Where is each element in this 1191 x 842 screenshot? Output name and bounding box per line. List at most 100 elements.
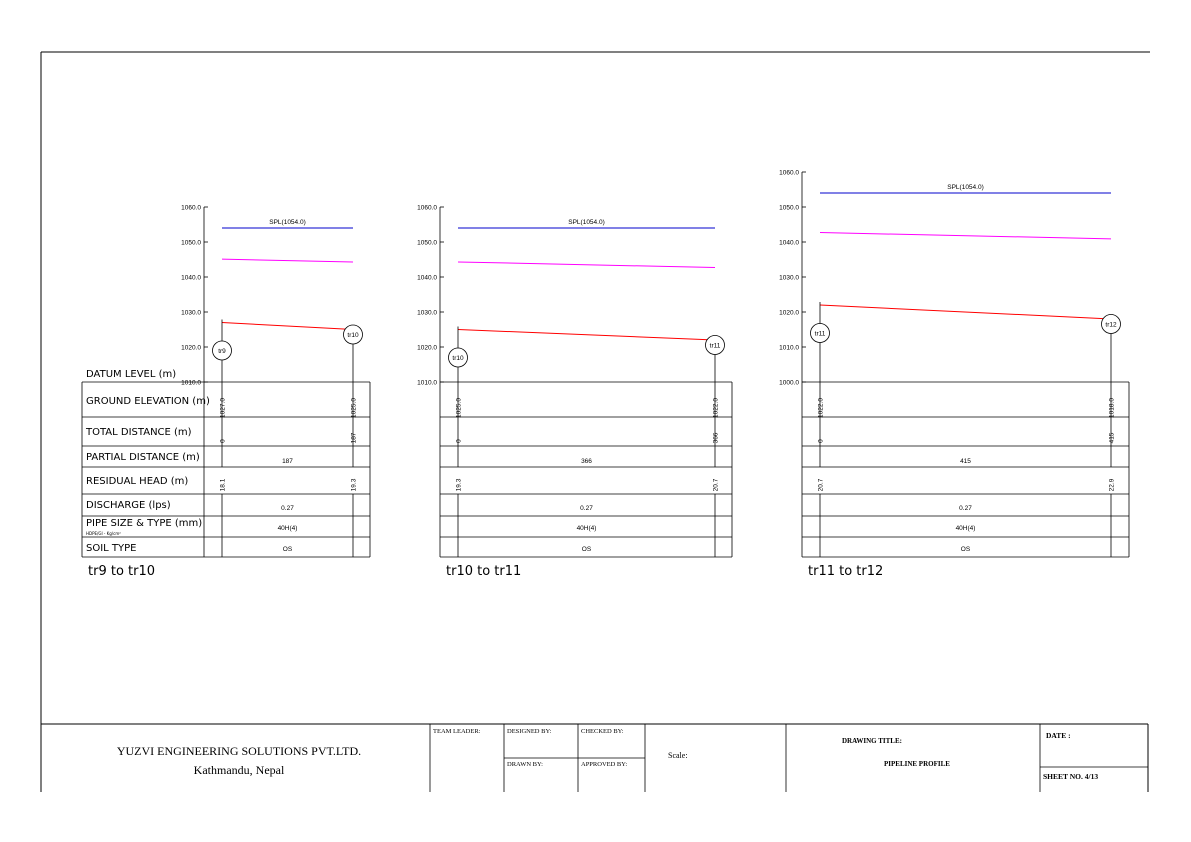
total-distance-value: 0: [220, 439, 227, 443]
checked-by-label: CHECKED BY:: [581, 728, 624, 735]
partial-distance-value: 415: [960, 458, 971, 465]
ground-line: [819, 304, 1112, 320]
spl-label: SPL(1054.0): [947, 184, 984, 191]
hgl-line: [221, 258, 354, 263]
y-tick-label: 1010.0: [779, 344, 799, 351]
y-tick-label: 1050.0: [417, 239, 437, 246]
drawn-by-label: DRAWN BY:: [507, 761, 543, 768]
total-distance-value: 0: [818, 439, 825, 443]
node-marker: [810, 323, 830, 343]
node-label: tr11: [815, 330, 826, 337]
node-marker: [1101, 314, 1121, 334]
residual-head-value: 20.7: [713, 478, 720, 491]
pipe-value: 40H(4): [577, 525, 597, 532]
y-tick-label: 1010.0: [181, 379, 201, 386]
y-tick-label: 1020.0: [181, 344, 201, 351]
soil-value: OS: [283, 546, 293, 553]
row-labels: DATUM LEVEL (m) GROUND ELEVATION (m) TOTAL…: [85, 369, 210, 557]
spl-label: SPL(1054.0): [269, 219, 306, 226]
date-label: DATE :: [1046, 731, 1071, 740]
row-label: SOIL TYPE: [86, 543, 136, 554]
partial-distance-value: 366: [581, 458, 592, 465]
approved-by-label: APPROVED BY:: [581, 761, 627, 768]
node-marker: [705, 335, 725, 355]
total-distance-value: 0: [456, 439, 463, 443]
row-label: GROUND ELEVATION (m): [86, 396, 210, 407]
y-tick-label: 1030.0: [779, 274, 799, 281]
company-name: YUZVI ENGINEERING SOLUTIONS PVT.LTD.: [117, 744, 361, 758]
y-tick-label: 1040.0: [181, 274, 201, 281]
node-label: tr12: [1105, 321, 1117, 328]
y-tick-label: 1020.0: [417, 344, 437, 351]
hgl-line: [457, 261, 716, 269]
residual-head-value: 19.3: [456, 478, 463, 491]
discharge-value: 0.27: [580, 505, 593, 512]
ground-elevation-value: 1027.0: [220, 398, 227, 418]
y-tick-label: 1060.0: [779, 169, 799, 176]
node-marker: [448, 347, 468, 368]
pipe-value: 40H(4): [956, 525, 976, 532]
profiles-group: 1060.0 1050.0 1040.0 1030.0 1020.0 1010.0 SPL(…: [81, 169, 1130, 579]
scale-label: Scale:: [668, 751, 688, 760]
row-label: TOTAL DISTANCE (m): [85, 427, 192, 438]
y-tick-label: 1060.0: [181, 204, 201, 211]
y-tick-label: 1050.0: [779, 204, 799, 211]
designed-by-label: DESIGNED BY:: [507, 728, 552, 735]
ground-elevation-value: 1025.0: [351, 398, 358, 418]
total-distance-value: 366: [713, 432, 720, 443]
ground-elevation-value: 1018.0: [1109, 398, 1116, 418]
y-tick-label: 1040.0: [779, 239, 799, 246]
soil-value: OS: [961, 546, 971, 553]
node-label: tr11: [710, 342, 721, 349]
pipe-type-note: HDPE/GI - Kg/cm²: [86, 531, 121, 536]
profile-panel-3: 1060.0 1050.0 1040.0 1030.0 1020.0 1010.0 1000…: [779, 169, 1130, 579]
ground-line: [457, 329, 716, 341]
company-location: Kathmandu, Nepal: [194, 763, 285, 777]
drawing-title-label: DRAWING TITLE:: [842, 737, 902, 745]
y-tick-label: 1030.0: [417, 309, 437, 316]
discharge-value: 0.27: [959, 505, 972, 512]
y-tick-label: 1060.0: [417, 204, 437, 211]
soil-value: OS: [582, 546, 592, 553]
profile-panel-1: 1060.0 1050.0 1040.0 1030.0 1020.0 1010.0 SPL(…: [81, 204, 371, 579]
node-label: tr10: [452, 355, 464, 362]
ground-line: [221, 322, 354, 330]
drawing-title: PIPELINE PROFILE: [884, 760, 950, 768]
row-label: DISCHARGE (lps): [86, 500, 171, 511]
pipe-value: 40H(4): [278, 525, 298, 532]
residual-head-value: 22.9: [1109, 478, 1116, 491]
y-tick-label: 1000.0: [779, 379, 799, 386]
datum-level-label: DATUM LEVEL (m): [86, 369, 176, 380]
sheet-number: SHEET NO. 4/13: [1043, 772, 1098, 781]
title-block: YUZVI ENGINEERING SOLUTIONS PVT.LTD. Kat…: [41, 723, 1148, 792]
profile-panel-2: 1060.0 1050.0 1040.0 1030.0 1020.0 1010.0 SPL(…: [417, 204, 733, 579]
node-label: tr10: [347, 332, 359, 339]
residual-head-value: 20.7: [818, 478, 825, 491]
node-marker: [343, 324, 363, 345]
y-tick-label: 1010.0: [417, 379, 437, 386]
node-label: tr9: [218, 348, 226, 355]
y-tick-label: 1030.0: [181, 309, 201, 316]
ground-elevation-value: 1022.0: [818, 398, 825, 418]
residual-head-value: 18.1: [220, 478, 227, 491]
profile-caption: tr11 to tr12: [808, 564, 883, 579]
row-label: PIPE SIZE & TYPE (mm): [86, 518, 202, 529]
partial-distance-value: 187: [282, 458, 293, 465]
discharge-value: 0.27: [281, 505, 294, 512]
total-distance-value: 187: [351, 432, 358, 443]
profile-caption: tr9 to tr10: [88, 564, 155, 579]
ground-elevation-value: 1022.0: [713, 398, 720, 418]
node-marker: [212, 340, 232, 361]
y-tick-label: 1020.0: [779, 309, 799, 316]
row-label: RESIDUAL HEAD (m): [86, 476, 188, 487]
team-leader-label: TEAM LEADER:: [433, 728, 481, 735]
profile-caption: tr10 to tr11: [446, 564, 521, 579]
residual-head-value: 19.3: [351, 478, 358, 491]
y-tick-label: 1050.0: [181, 239, 201, 246]
spl-label: SPL(1054.0): [568, 219, 605, 226]
row-label: PARTIAL DISTANCE (m): [86, 452, 200, 463]
ground-elevation-value: 1025.0: [456, 398, 463, 418]
y-tick-label: 1040.0: [417, 274, 437, 281]
total-distance-value: 415: [1109, 432, 1116, 443]
